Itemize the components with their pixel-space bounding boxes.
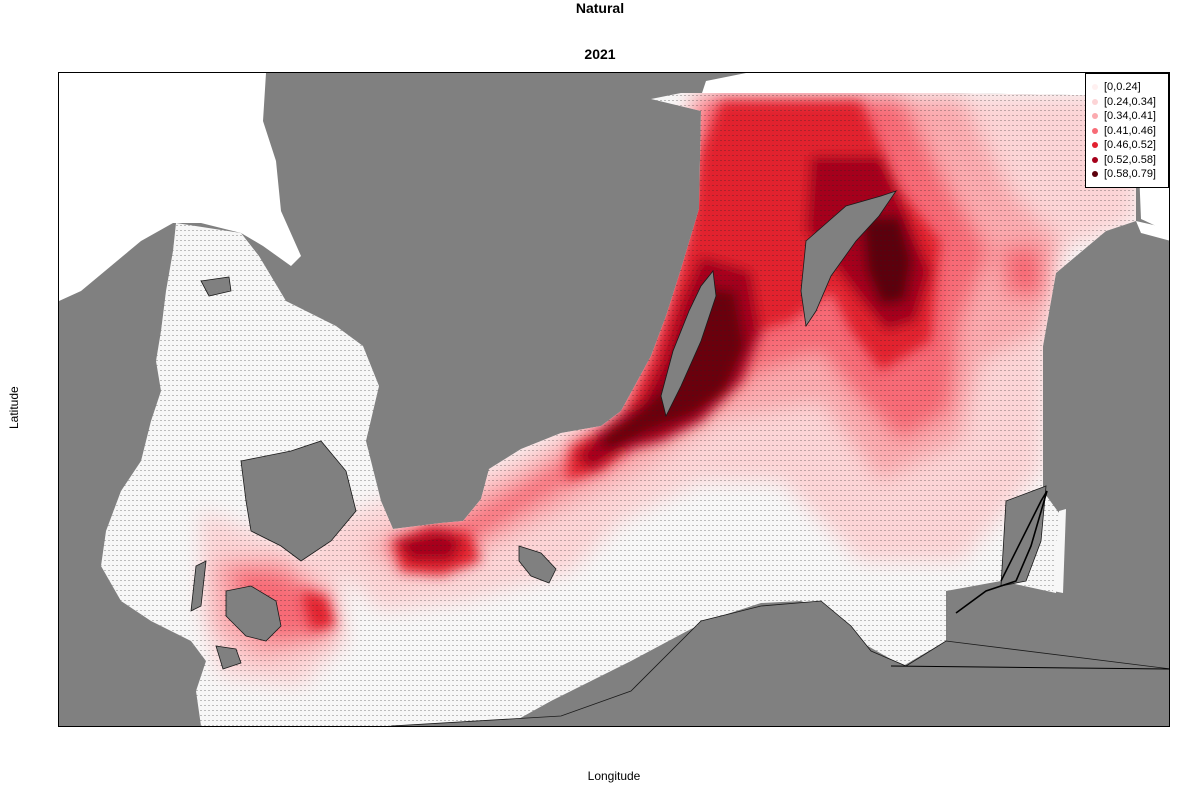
- small-island: [215, 645, 242, 670]
- legend-item: [0.24,0.34]: [1092, 95, 1168, 110]
- panel-title: 2021: [584, 46, 616, 62]
- legend-dot-icon: [1092, 98, 1098, 105]
- gotland-island: [800, 190, 897, 328]
- figure-title: Natural: [575, 0, 625, 16]
- y-axis-label: Latitude: [7, 386, 21, 429]
- coastlines: [190, 190, 1047, 670]
- legend-dot-icon: [1092, 84, 1098, 91]
- gulf-edge: [1136, 221, 1171, 241]
- zealand-island: [240, 440, 357, 562]
- legend-item: [0.52,0.58]: [1092, 153, 1168, 168]
- legend-label: [0,0.24]: [1104, 81, 1141, 94]
- curonian-spit: [955, 490, 1048, 614]
- map-panel: [58, 72, 1172, 729]
- legend-label: [0.34,0.41]: [1104, 110, 1156, 123]
- legend: [0,0.24] [0.24,0.34] [0.34,0.41] [0.41,0.46…: [1085, 73, 1169, 188]
- als-island: [190, 560, 207, 612]
- legend-label: [0.52,0.58]: [1104, 153, 1156, 166]
- legend-label: [0.58,0.79]: [1104, 168, 1156, 181]
- laeso-island: [200, 276, 232, 297]
- oland-island: [660, 270, 717, 418]
- x-axis-label: Longitude: [587, 769, 641, 783]
- legend-dot-icon: [1092, 113, 1098, 120]
- bornholm-island: [518, 545, 557, 584]
- legend-item: [0.58,0.79]: [1092, 167, 1168, 182]
- legend-item: [0.46,0.52]: [1092, 138, 1168, 153]
- legend-item: [0.34,0.41]: [1092, 109, 1168, 124]
- legend-dot-icon: [1092, 127, 1098, 134]
- map-canvas: [59, 73, 1172, 729]
- legend-item: [0,0.24]: [1092, 80, 1168, 95]
- legend-dot-icon: [1092, 171, 1098, 178]
- curonian-lagoon: [1053, 509, 1066, 593]
- north-sea-white: [59, 73, 301, 301]
- border-line: [890, 665, 1172, 670]
- legend-dot-icon: [1092, 156, 1098, 163]
- legend-label: [0.41,0.46]: [1104, 124, 1156, 137]
- legend-label: [0.24,0.34]: [1104, 95, 1156, 108]
- legend-item: [0.41,0.46]: [1092, 124, 1168, 139]
- legend-dot-icon: [1092, 142, 1098, 149]
- funen-island: [225, 585, 282, 642]
- legend-label: [0.46,0.52]: [1104, 139, 1156, 152]
